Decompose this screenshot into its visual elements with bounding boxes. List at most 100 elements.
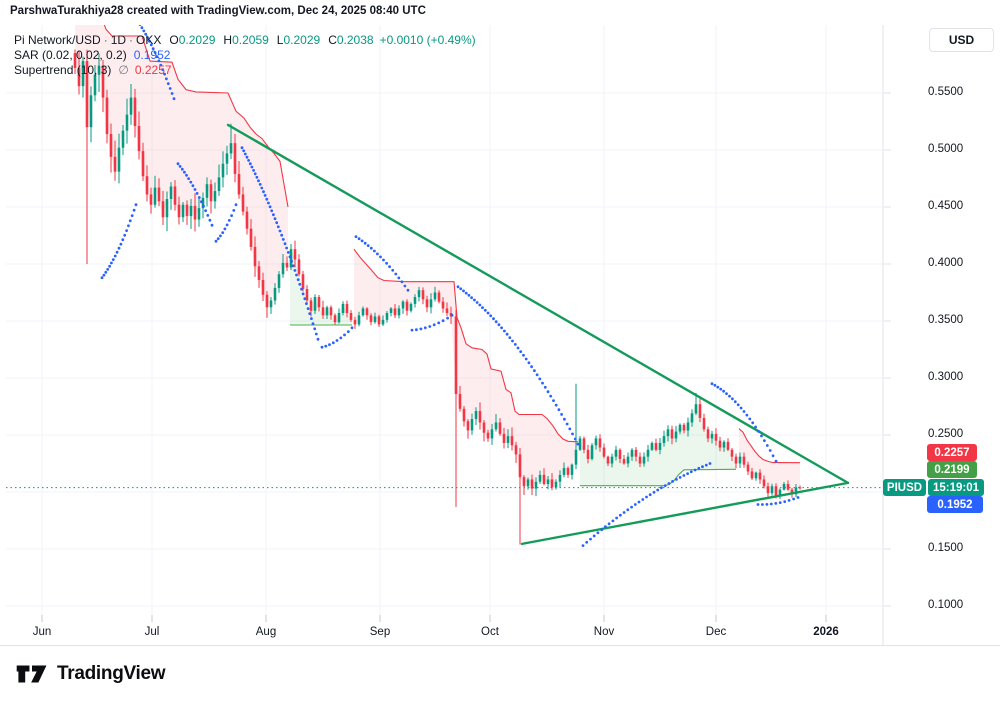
supertrend-fill-up (290, 249, 352, 325)
sar-dot (428, 325, 432, 328)
sar-dot (265, 197, 269, 201)
price-axis[interactable]: 0.5500 0.5000 0.4500 0.4000 0.3500 0.3000 0.25… (883, 25, 1000, 645)
supertrend-indicator-value: 0.2257 (134, 63, 172, 78)
sar-dot (168, 87, 172, 90)
sar-dot (363, 241, 367, 245)
sar-dot (278, 229, 282, 233)
tradingview-brand-text[interactable]: TradingView (57, 662, 166, 684)
candle-body (433, 292, 437, 300)
supertrend-price-badge: 0.2257 (927, 444, 977, 461)
legend-sar-row[interactable]: SAR (0.02, 0.02, 0.2) 0.1952 (14, 48, 476, 63)
sar-dot (140, 26, 144, 30)
sar-dot (275, 221, 279, 225)
candle-body (193, 205, 197, 220)
candle-body (321, 307, 325, 316)
candle-body (574, 449, 578, 465)
price-tick-label: 0.3000 (928, 371, 964, 383)
sar-dot (728, 394, 731, 398)
candle-body (281, 262, 285, 275)
sar-dot (206, 214, 210, 217)
sar-dot (123, 233, 127, 237)
sar-dot (125, 229, 128, 233)
candle-body (722, 441, 726, 448)
currency-button[interactable]: USD (929, 28, 994, 52)
candle-body (293, 249, 297, 260)
sar-dot (492, 317, 495, 321)
time-axis[interactable]: Jun Jul Aug Sep Oct Nov Dec 2026 (0, 620, 883, 645)
sar-dot (682, 474, 686, 477)
attribution-bar: ParshwaTurakhiya28 created with TradingV… (10, 5, 426, 17)
sar-dot (783, 500, 787, 503)
sar-dot (787, 499, 791, 502)
sar-dot (530, 365, 533, 369)
candle-body (726, 441, 730, 450)
candle-body (125, 114, 129, 131)
sar-dot (693, 468, 697, 472)
sar-dot (508, 336, 512, 339)
sar-dot (115, 250, 119, 254)
sar-dot (252, 169, 256, 172)
sar-dot (157, 59, 161, 63)
price-tick-label: 0.2500 (928, 428, 964, 440)
price-tick-label: 0.4000 (928, 257, 964, 269)
sar-dot (313, 327, 317, 331)
month-label: Sep (369, 626, 391, 638)
candle-body (750, 471, 754, 479)
candle-body (454, 316, 458, 394)
candle-body (441, 301, 445, 309)
candle-body (273, 287, 277, 301)
candle-body (738, 456, 742, 464)
candle-body (674, 431, 678, 439)
candle-body (642, 456, 646, 464)
candle-body (173, 186, 177, 205)
trendlines (226, 123, 850, 546)
supertrend-line-down (353, 248, 579, 443)
candle-body (498, 422, 502, 434)
ascending-trendline (520, 481, 850, 546)
sar-dot (270, 209, 274, 213)
sar-dot (288, 255, 292, 259)
sar-dot (151, 47, 155, 51)
sar-dot (357, 237, 361, 241)
sar-dot (432, 323, 436, 327)
sar-dot (633, 503, 637, 506)
sar-dot (678, 476, 682, 479)
sar-dot (423, 326, 427, 330)
candle-body (506, 436, 510, 443)
sar-dot (126, 224, 130, 228)
candle-body (662, 436, 666, 443)
sar-dot (446, 316, 449, 320)
candle-body (329, 307, 333, 316)
interval-label: 1D (110, 33, 127, 47)
candle-body (177, 204, 181, 218)
sar-dot (441, 319, 445, 323)
currency-label: USD (948, 33, 975, 47)
sar-dot (108, 264, 111, 268)
sar-dot (128, 219, 132, 223)
sar-dot (554, 403, 558, 407)
sar-dot (604, 525, 607, 529)
candle-body (437, 292, 441, 302)
candle-body (782, 484, 786, 490)
candle-body (458, 393, 462, 409)
candle-body (570, 464, 574, 475)
supertrend-fill-down (354, 249, 578, 489)
sar-dot (245, 155, 249, 159)
sar-dot (774, 459, 778, 463)
candle-body (101, 65, 105, 98)
sar-dot (200, 200, 203, 204)
legend-supertrend-row[interactable]: Supertrend (10, 3) ∅ 0.2257 (14, 63, 476, 78)
sar-dot (180, 167, 184, 171)
sar-dot (230, 214, 234, 218)
sar-dot (132, 208, 136, 212)
tradingview-logo-icon[interactable] (15, 661, 49, 687)
legend-symbol-row[interactable]: Pi Network/USD · 1D · OKX O0.2029 H0.2059 L0.20… (14, 33, 476, 48)
sar-dot (486, 311, 490, 315)
sar-dot (716, 385, 720, 389)
gridlines (0, 25, 1000, 646)
sar-dot (505, 332, 509, 336)
sar-dot (267, 201, 270, 205)
sar-dot (437, 321, 441, 325)
sar-dot (248, 162, 252, 166)
